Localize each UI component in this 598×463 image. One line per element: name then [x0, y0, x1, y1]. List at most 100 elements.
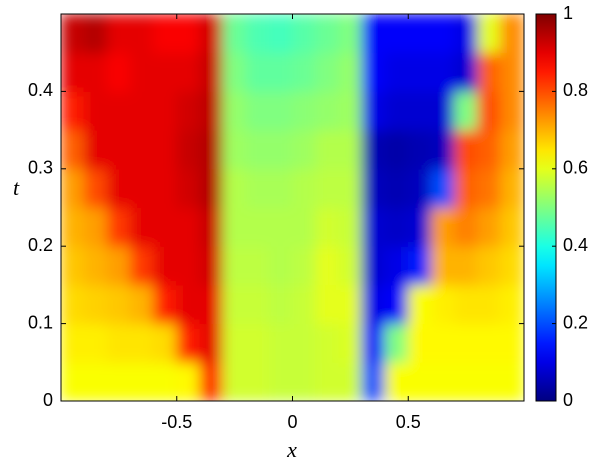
- heat-cell: [315, 284, 340, 325]
- heat-cell: [430, 14, 456, 54]
- heat-cell: [268, 52, 293, 92]
- y-tick-label: 0.2: [28, 235, 53, 255]
- heat-cell: [454, 207, 479, 247]
- heat-cell: [83, 207, 108, 247]
- heat-cell: [83, 245, 108, 286]
- heat-cell: [361, 284, 386, 325]
- heat-cell: [338, 168, 363, 208]
- heat-cell: [500, 361, 524, 401]
- y-tick-label: 0.4: [28, 80, 53, 100]
- colorbar: [535, 13, 557, 402]
- colorbar-tick-label: 0.6: [563, 158, 588, 178]
- heat-cell: [454, 168, 479, 208]
- heat-cell: [61, 129, 85, 170]
- heat-cell: [222, 129, 247, 170]
- heat-cell: [268, 14, 293, 54]
- heat-cell: [176, 168, 201, 208]
- heat-cell: [129, 52, 155, 92]
- heat-cell: [315, 90, 340, 131]
- x-tick-label: -0.5: [161, 412, 192, 432]
- heat-cell: [83, 129, 108, 170]
- heat-cell: [315, 14, 340, 54]
- heat-cell: [430, 129, 456, 170]
- heat-cell: [153, 361, 178, 401]
- heat-cell: [361, 129, 386, 170]
- heat-cell: [292, 168, 317, 208]
- heat-cell: [454, 129, 479, 170]
- x-tick-label: 0.5: [396, 412, 421, 432]
- heat-cell: [292, 323, 317, 363]
- heat-cell: [338, 323, 363, 363]
- heat-cell: [176, 284, 201, 325]
- x-tick-label: 0: [287, 412, 297, 432]
- heat-cell: [477, 245, 502, 286]
- heat-cell: [222, 90, 247, 131]
- heat-cell: [430, 52, 456, 92]
- heat-cell: [199, 361, 224, 401]
- heat-cell: [268, 168, 293, 208]
- heat-cell: [500, 284, 524, 325]
- heat-cell: [430, 168, 456, 208]
- heat-cell: [245, 168, 270, 208]
- heat-cell: [199, 284, 224, 325]
- heat-cell: [222, 361, 247, 401]
- heat-cell: [338, 52, 363, 92]
- heat-cell: [315, 245, 340, 286]
- heat-cell: [199, 323, 224, 363]
- heat-cell: [268, 129, 293, 170]
- y-tick-label: 0.1: [28, 312, 53, 332]
- heat-cell: [83, 284, 108, 325]
- heat-cell: [500, 90, 524, 131]
- y-axis-label: t: [13, 175, 20, 200]
- heat-cell: [245, 245, 270, 286]
- heat-cell: [315, 323, 340, 363]
- heat-cell: [129, 245, 155, 286]
- heat-cell: [106, 52, 131, 92]
- heat-cell: [315, 168, 340, 208]
- heat-cell: [199, 207, 224, 247]
- heat-cell: [176, 245, 201, 286]
- heat-cell: [384, 129, 409, 170]
- heat-cell: [268, 90, 293, 131]
- heat-cell: [338, 361, 363, 401]
- heat-cell: [407, 168, 432, 208]
- heat-cell: [361, 323, 386, 363]
- heat-cell: [361, 207, 386, 247]
- heat-cell: [61, 52, 85, 92]
- heat-cell: [430, 207, 456, 247]
- heat-cell: [222, 245, 247, 286]
- heat-cell: [176, 90, 201, 131]
- heat-cell: [292, 129, 317, 170]
- heat-cell: [129, 361, 155, 401]
- heat-cell: [129, 207, 155, 247]
- heat-cell: [106, 323, 131, 363]
- colorbar-tick-label: 0: [563, 390, 573, 410]
- heat-cell: [176, 129, 201, 170]
- heat-cell: [338, 90, 363, 131]
- heat-cell: [176, 14, 201, 54]
- heat-cell: [129, 284, 155, 325]
- heat-cell: [61, 90, 85, 131]
- heat-cell: [61, 284, 85, 325]
- heat-cell: [292, 361, 317, 401]
- heat-cell: [268, 284, 293, 325]
- heat-cell: [384, 361, 409, 401]
- heat-cell: [245, 361, 270, 401]
- heat-cell: [222, 284, 247, 325]
- heat-cell: [153, 168, 178, 208]
- heat-cell: [106, 284, 131, 325]
- heat-cell: [338, 14, 363, 54]
- heat-cell: [454, 14, 479, 54]
- heat-cell: [407, 52, 432, 92]
- heat-cell: [477, 90, 502, 131]
- heat-cell: [315, 129, 340, 170]
- heat-cell: [222, 168, 247, 208]
- heat-cell: [361, 90, 386, 131]
- heat-cell: [384, 14, 409, 54]
- colorbar-tick-label: 0.2: [563, 312, 588, 332]
- heat-cell: [83, 14, 108, 54]
- heat-cell: [500, 207, 524, 247]
- heat-cell: [454, 90, 479, 131]
- heat-cell: [430, 323, 456, 363]
